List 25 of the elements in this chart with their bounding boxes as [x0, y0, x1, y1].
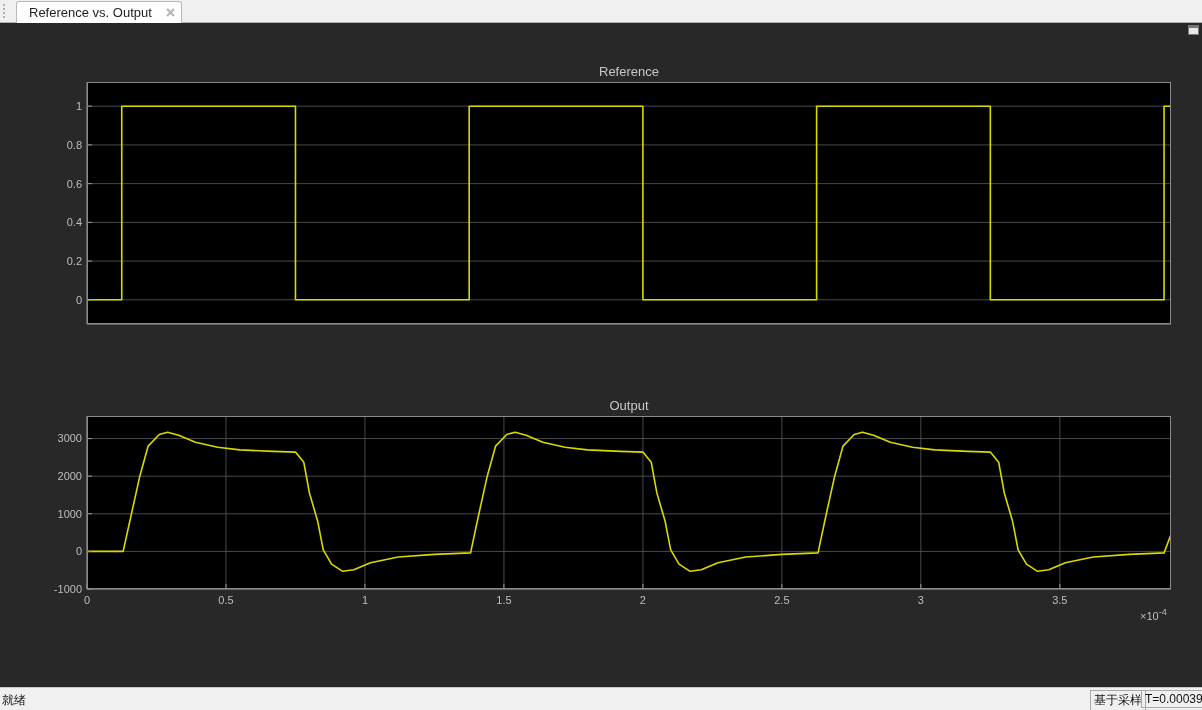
y-tick-label: 0.6: [66, 177, 82, 190]
x-tick-label: 1.5: [496, 593, 512, 606]
y-tick-label: 0.8: [66, 138, 82, 151]
x-tick-label: 3: [917, 593, 924, 606]
text: T=0.00039: [1145, 692, 1202, 706]
y-tick-label: 1000: [57, 507, 82, 520]
y-tick-label: 0: [75, 545, 82, 558]
chart-title: Reference: [598, 64, 660, 79]
x-tick-label: 0.5: [218, 593, 234, 606]
y-tick-label: -1000: [53, 582, 82, 595]
x-tick-label: 1: [361, 593, 369, 606]
x-tick-label: 2.5: [774, 593, 790, 606]
text: 基于采样: [1094, 693, 1142, 707]
y-tick-label: 0.4: [66, 216, 82, 229]
x-tick-label: 2: [639, 593, 646, 606]
chart-title: Output: [608, 398, 650, 413]
y-tick-label: 0.2: [66, 254, 82, 267]
y-tick-label: 1: [75, 100, 82, 113]
y-tick-label: 3000: [57, 432, 82, 445]
x-tick-label: 0: [83, 593, 91, 606]
y-tick-label: 0: [75, 293, 82, 306]
text: 就绪: [2, 693, 26, 707]
y-tick-label: 2000: [57, 470, 82, 483]
text: ×10$^{-4}$: [1140, 607, 1167, 622]
x-tick-label: 3.5: [1052, 593, 1068, 606]
